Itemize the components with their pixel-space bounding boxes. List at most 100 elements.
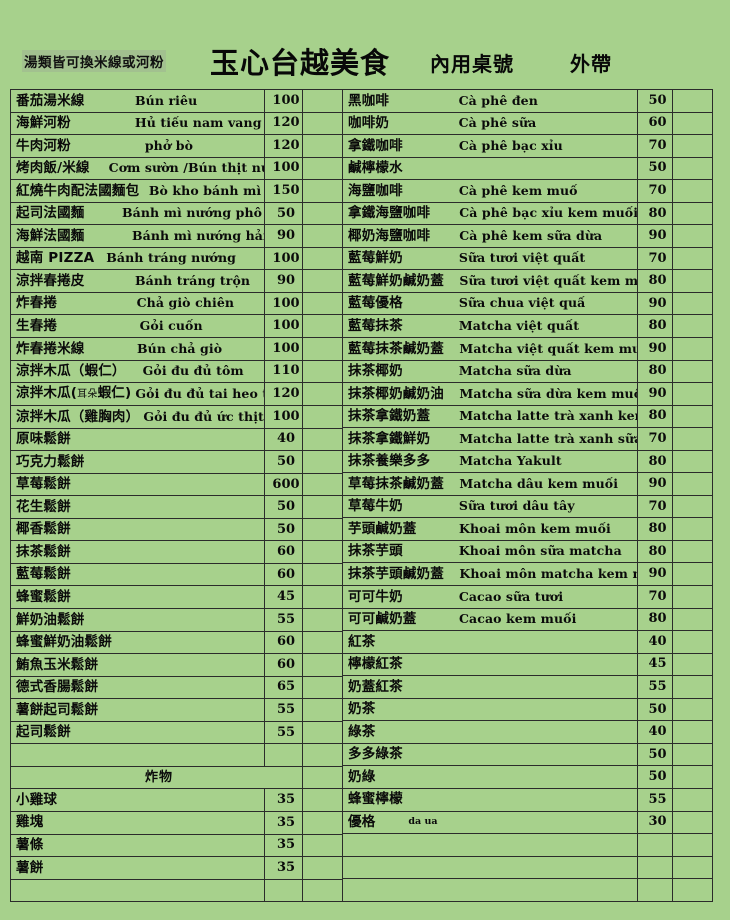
quantity-cell[interactable] xyxy=(672,765,713,789)
quantity-cell[interactable] xyxy=(302,540,343,564)
quantity-cell[interactable] xyxy=(672,539,713,564)
quantity-cell[interactable] xyxy=(672,630,713,654)
quantity-cell[interactable] xyxy=(672,742,713,767)
quantity-cell[interactable] xyxy=(302,224,343,248)
item-name-cell: 抹茶椰奶 Matcha sữa dừa xyxy=(342,359,638,384)
menu-item-row: 抹茶養樂多多 Matcha Yakult 80 xyxy=(342,449,713,474)
item-name-vi: Cà phê đen xyxy=(458,92,538,108)
dine-in-table-number-label: 內用桌號 xyxy=(430,52,514,76)
item-price-cell: 80 xyxy=(637,269,673,293)
menu-item-row: 蜂蜜鮮奶油鬆餅 60 xyxy=(10,630,343,655)
quantity-cell[interactable] xyxy=(672,246,713,271)
quantity-cell[interactable] xyxy=(302,201,343,226)
quantity-cell[interactable] xyxy=(302,517,343,542)
item-name-zh: 藍莓抹茶 xyxy=(348,317,403,334)
drinks-menu-table: 黑咖啡 Cà phê đen 50 咖啡奶 Cà phê sữa 60 拿鐵咖啡 Cà phê… xyxy=(342,89,713,902)
item-name-zh: 抹茶拿鐵奶蓋 xyxy=(348,408,431,425)
quantity-cell[interactable] xyxy=(302,382,343,407)
quantity-cell[interactable] xyxy=(302,788,343,812)
quantity-cell[interactable] xyxy=(302,608,343,632)
quantity-cell[interactable] xyxy=(672,224,713,248)
quantity-cell[interactable] xyxy=(672,291,713,316)
quantity-cell[interactable] xyxy=(302,337,343,361)
menu-item-row: 起司鬆餅 55 xyxy=(10,720,343,745)
quantity-cell[interactable] xyxy=(672,833,713,857)
quantity-cell[interactable] xyxy=(302,878,343,903)
quantity-cell[interactable] xyxy=(302,427,343,452)
quantity-cell[interactable] xyxy=(302,359,343,384)
quantity-cell[interactable] xyxy=(302,495,343,519)
item-name-cell: 蜂蜜鮮奶油鬆餅 xyxy=(10,630,265,655)
quantity-cell[interactable] xyxy=(672,787,713,812)
quantity-cell[interactable] xyxy=(302,89,343,113)
quantity-cell[interactable] xyxy=(672,179,713,203)
quantity-cell[interactable] xyxy=(302,743,343,767)
quantity-cell[interactable] xyxy=(672,134,713,158)
quantity-cell[interactable] xyxy=(302,720,343,745)
quantity-cell[interactable] xyxy=(672,449,713,474)
quantity-cell[interactable] xyxy=(672,652,713,677)
quantity-cell[interactable] xyxy=(672,810,713,835)
quantity-cell[interactable] xyxy=(302,179,343,203)
quantity-cell[interactable] xyxy=(302,856,343,880)
item-name-cell: 奶蓋紅茶 xyxy=(342,675,638,699)
item-name-vi: Bánh tráng trộn xyxy=(135,272,251,288)
quantity-cell[interactable] xyxy=(302,562,343,587)
item-name-vi: Gỏi đu đủ tôm xyxy=(142,363,244,379)
quantity-cell[interactable] xyxy=(672,472,713,496)
quantity-cell[interactable] xyxy=(672,89,713,113)
quantity-cell[interactable] xyxy=(302,134,343,158)
quantity-cell[interactable] xyxy=(672,404,713,429)
item-price-cell: 80 xyxy=(637,359,673,384)
quantity-cell[interactable] xyxy=(302,698,343,722)
item-name-vi: Bún riêu xyxy=(135,92,198,108)
quantity-cell[interactable] xyxy=(302,630,343,655)
quantity-cell[interactable] xyxy=(302,156,343,181)
quantity-cell[interactable] xyxy=(302,675,343,700)
quantity-cell[interactable] xyxy=(672,382,713,406)
quantity-cell[interactable] xyxy=(302,246,343,271)
quantity-cell[interactable] xyxy=(672,585,713,609)
quantity-cell[interactable] xyxy=(672,494,713,519)
quantity-cell[interactable] xyxy=(672,337,713,361)
quantity-cell[interactable] xyxy=(672,697,713,722)
item-price-cell: 50 xyxy=(637,742,673,767)
quantity-cell[interactable] xyxy=(302,810,343,835)
quantity-cell[interactable] xyxy=(302,765,343,790)
quantity-cell[interactable] xyxy=(302,314,343,339)
quantity-cell[interactable] xyxy=(302,405,343,429)
item-name-zh: 涼拌春捲皮 xyxy=(16,272,85,289)
item-name-vi: phở bò xyxy=(144,137,194,153)
quantity-cell[interactable] xyxy=(672,607,713,632)
quantity-cell[interactable] xyxy=(672,720,713,744)
quantity-cell[interactable] xyxy=(302,269,343,293)
quantity-cell[interactable] xyxy=(672,201,713,226)
quantity-cell[interactable] xyxy=(302,833,343,858)
quantity-cell[interactable] xyxy=(302,653,343,677)
item-price-cell: 55 xyxy=(637,675,673,699)
quantity-cell[interactable] xyxy=(672,517,713,541)
quantity-cell[interactable] xyxy=(672,359,713,384)
quantity-cell[interactable] xyxy=(302,291,343,316)
quantity-cell[interactable] xyxy=(672,562,713,587)
quantity-cell[interactable] xyxy=(672,314,713,339)
item-name-cell: 海鹽咖啡 Cà phê kem muố xyxy=(342,179,638,203)
quantity-cell[interactable] xyxy=(302,450,343,474)
quantity-cell[interactable] xyxy=(672,156,713,181)
quantity-cell[interactable] xyxy=(302,585,343,610)
quantity-cell[interactable] xyxy=(672,269,713,293)
quantity-cell[interactable] xyxy=(672,111,713,136)
quantity-cell[interactable] xyxy=(302,472,343,497)
quantity-cell[interactable] xyxy=(672,855,713,880)
item-name-zh: 椰香鬆餅 xyxy=(16,521,71,538)
quantity-cell[interactable] xyxy=(302,111,343,136)
item-name-cell: 抹茶芋頭鹹奶蓋 Khoai môn matcha kem muối xyxy=(342,562,638,587)
quantity-cell[interactable] xyxy=(672,675,713,699)
quantity-cell[interactable] xyxy=(672,427,713,451)
item-name-vi: Cà phê bạc xỉu xyxy=(458,137,563,153)
item-name-zh: 抹茶拿鐵鮮奶 xyxy=(348,430,431,447)
quantity-cell[interactable] xyxy=(672,878,713,902)
item-name-vi: Bánh tráng nướng xyxy=(106,250,237,266)
item-price-cell: 120 xyxy=(264,111,303,136)
item-name-cell: 草莓抹茶鹹奶蓋 Matcha dâu kem muối xyxy=(342,472,638,496)
